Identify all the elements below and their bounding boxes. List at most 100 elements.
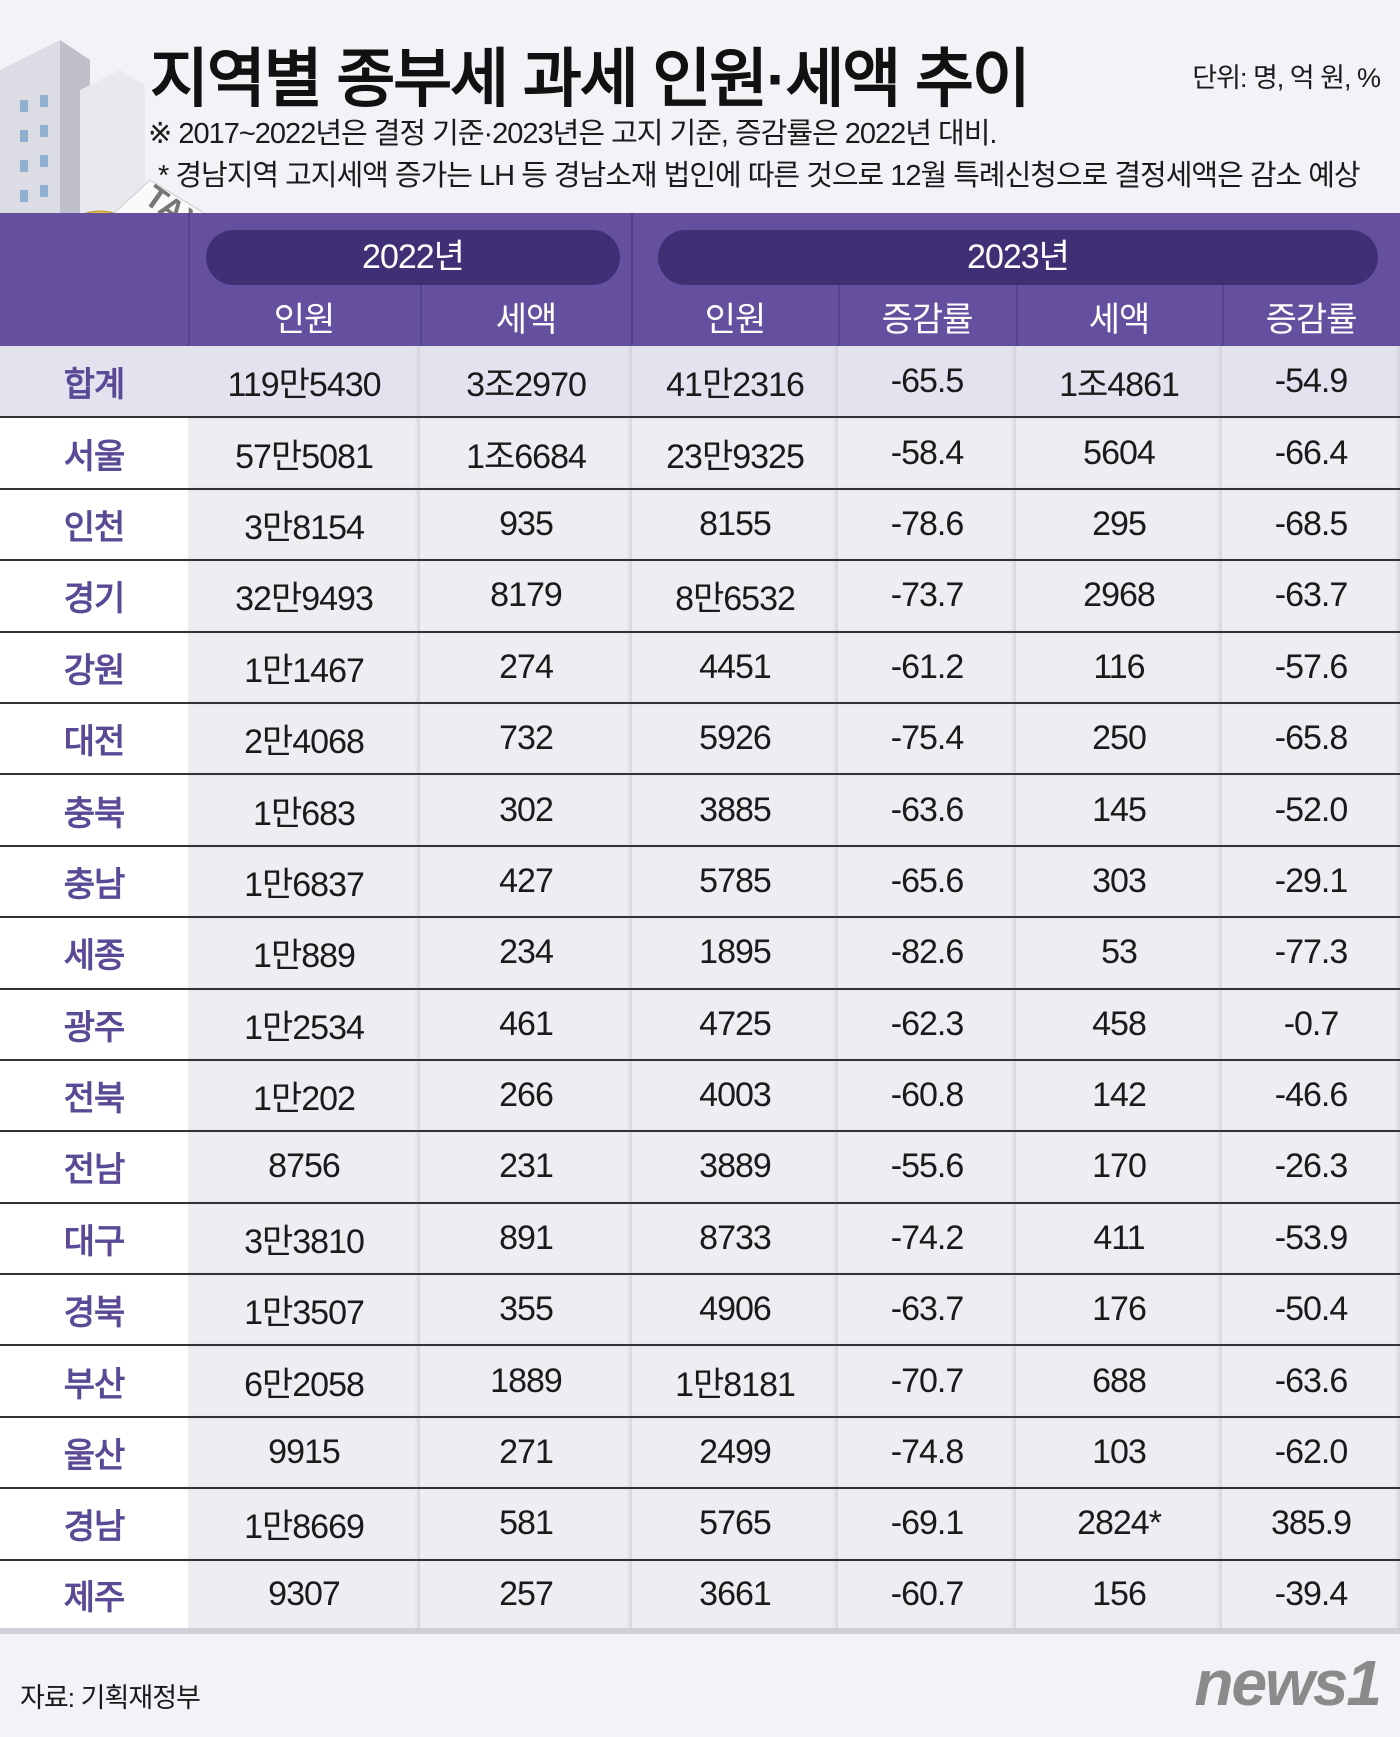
table-cell: 8155: [632, 488, 838, 562]
table-cell: -77.3: [1222, 917, 1400, 990]
table-cell: 1만8669: [188, 1488, 420, 1561]
col-2022-people: 인원: [273, 301, 336, 339]
region-label: 충북: [0, 774, 188, 847]
table-cell: 142: [1016, 1059, 1222, 1133]
col-2022-tax: 세액: [495, 301, 558, 339]
table-cell: 1만6837: [188, 845, 420, 919]
table-cell: 411: [1016, 1202, 1222, 1276]
table-row: 울산 9915 271 2499 -74.8 103 -62.0: [0, 1416, 1400, 1490]
table-cell: -61.2: [838, 631, 1016, 704]
region-label: 울산: [0, 1416, 188, 1490]
table-cell: 4451: [632, 631, 838, 704]
table-cell: 9915: [188, 1416, 420, 1490]
table-cell: -62.3: [838, 988, 1016, 1061]
table-cell: 1만3507: [188, 1274, 420, 1347]
table-cell: 1만8181: [632, 1345, 838, 1418]
table-cell: 1조6684: [420, 417, 632, 490]
table-cell: 2499: [632, 1416, 838, 1490]
table-row: 대구 3만3810 891 8733 -74.2 411 -53.9: [0, 1202, 1400, 1276]
table-cell: 385.9: [1222, 1488, 1400, 1561]
table-cell: 458: [1016, 988, 1222, 1061]
table-cell: -0.7: [1222, 988, 1400, 1061]
table-cell: 3885: [632, 774, 838, 847]
group-2022: 2022년: [206, 230, 620, 285]
table-cell: 23만9325: [632, 417, 838, 490]
table-cell: -60.8: [838, 1059, 1016, 1133]
table-cell: 1만2534: [188, 988, 420, 1061]
table-cell: 3만3810: [188, 1202, 420, 1276]
group-2023: 2023년: [658, 230, 1378, 285]
table-cell: -63.6: [1222, 1345, 1400, 1418]
table-row: 강원 1만1467 274 4451 -61.2 116 -57.6: [0, 631, 1400, 704]
table-cell: 2968: [1016, 560, 1222, 633]
table-cell: 9307: [188, 1559, 420, 1635]
table-cell: 119만5430: [188, 346, 420, 419]
table-cell: -78.6: [838, 488, 1016, 562]
region-label: 강원: [0, 631, 188, 704]
region-label: 부산: [0, 1345, 188, 1418]
table-cell: 103: [1016, 1416, 1222, 1490]
region-label: 제주: [0, 1559, 188, 1635]
table-cell: 302: [420, 774, 632, 847]
region-label: 대구: [0, 1202, 188, 1276]
table-cell: 5765: [632, 1488, 838, 1561]
table-row: 제주 9307 257 3661 -60.7 156 -39.4: [0, 1559, 1400, 1635]
table-row: 부산 6만2058 1889 1만8181 -70.7 688 -63.6: [0, 1345, 1400, 1418]
table-cell: -65.8: [1222, 702, 1400, 776]
table-cell: -60.7: [838, 1559, 1016, 1635]
table-cell: -66.4: [1222, 417, 1400, 490]
region-label: 경기: [0, 560, 188, 633]
table-cell: -63.6: [838, 774, 1016, 847]
table-cell: -65.6: [838, 845, 1016, 919]
table-cell: 57만5081: [188, 417, 420, 490]
table-cell: -73.7: [838, 560, 1016, 633]
table-cell: 1889: [420, 1345, 632, 1418]
region-label: 대전: [0, 702, 188, 776]
table-cell: -29.1: [1222, 845, 1400, 919]
table-cell: -68.5: [1222, 488, 1400, 562]
table-cell: 266: [420, 1059, 632, 1133]
table-row: 전북 1만202 266 4003 -60.8 142 -46.6: [0, 1059, 1400, 1133]
table-cell: 3889: [632, 1131, 838, 1204]
table-cell: 1조4861: [1016, 346, 1222, 419]
region-label: 전남: [0, 1131, 188, 1204]
table-cell: 2824*: [1016, 1488, 1222, 1561]
table-cell: -58.4: [838, 417, 1016, 490]
table-cell: 5926: [632, 702, 838, 776]
table-cell: 732: [420, 702, 632, 776]
table-cell: -63.7: [1222, 560, 1400, 633]
table-cell: -74.8: [838, 1416, 1016, 1490]
table-row: 전남 8756 231 3889 -55.6 170 -26.3: [0, 1131, 1400, 1204]
region-label: 인천: [0, 488, 188, 562]
unit-label: 단위: 명, 억 원, %: [1192, 63, 1381, 93]
table-cell: 461: [420, 988, 632, 1061]
table-cell: 1895: [632, 917, 838, 990]
region-label: 경남: [0, 1488, 188, 1561]
region-label: 세종: [0, 917, 188, 990]
table-cell: 303: [1016, 845, 1222, 919]
region-label: 충남: [0, 845, 188, 919]
table-cell: -62.0: [1222, 1416, 1400, 1490]
table-cell: 295: [1016, 488, 1222, 562]
table-row: 경남 1만8669 581 5765 -69.1 2824* 385.9: [0, 1488, 1400, 1561]
table-row: 대전 2만4068 732 5926 -75.4 250 -65.8: [0, 702, 1400, 776]
table-cell: 3조2970: [420, 346, 632, 419]
table-cell: -55.6: [838, 1131, 1016, 1204]
table-cell: -52.0: [1222, 774, 1400, 847]
table-cell: -65.5: [838, 346, 1016, 419]
table-cell: 427: [420, 845, 632, 919]
table-row: 충북 1만683 302 3885 -63.6 145 -52.0: [0, 774, 1400, 847]
table-cell: -39.4: [1222, 1559, 1400, 1635]
table-cell: 688: [1016, 1345, 1222, 1418]
table-cell: 1만683: [188, 774, 420, 847]
table-cell: 2만4068: [188, 702, 420, 776]
col-2023-people: 인원: [704, 301, 767, 339]
table-cell: 4003: [632, 1059, 838, 1133]
col-2023-people-change: 증감률: [881, 301, 974, 339]
table-cell: -57.6: [1222, 631, 1400, 704]
table-cell: -70.7: [838, 1345, 1016, 1418]
table-cell: 145: [1016, 774, 1222, 847]
table-cell: 3661: [632, 1559, 838, 1635]
table-cell: 1만202: [188, 1059, 420, 1133]
table-cell: 5604: [1016, 417, 1222, 490]
